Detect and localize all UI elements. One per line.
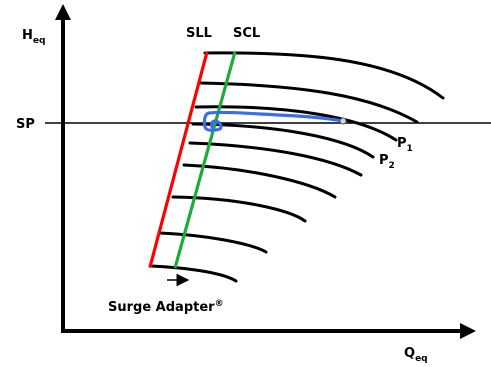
sll-label: SLL <box>186 26 212 41</box>
performance-curve <box>188 141 363 177</box>
surge-limit-line <box>148 51 209 268</box>
x-axis-arrow <box>460 323 476 339</box>
y-axis-label-subscript: eq <box>33 36 46 46</box>
scl-label: SCL <box>233 26 260 41</box>
performance-curve <box>182 163 337 199</box>
setpoint-label: SP <box>16 117 35 132</box>
y-axis-arrow <box>55 4 71 20</box>
performance-curves <box>148 51 445 283</box>
performance-curve <box>158 231 268 254</box>
p1-label: P1 <box>397 136 413 154</box>
p1-subscript: 1 <box>407 144 413 154</box>
p2-subscript: 2 <box>389 161 395 171</box>
registered-mark: ® <box>215 299 224 309</box>
performance-curve <box>148 264 238 283</box>
performance-curve <box>199 81 419 124</box>
performance-curve <box>194 105 398 142</box>
operating-point-marker <box>339 117 347 125</box>
surge-control-line <box>173 51 237 269</box>
performance-curve <box>203 51 445 100</box>
performance-curve <box>191 122 375 159</box>
operating-trajectory <box>202 110 345 132</box>
x-axis-label: Qeq <box>404 346 428 364</box>
p2-label: P2 <box>379 153 395 171</box>
y-axis-label: Heq <box>22 28 45 46</box>
x-axis-label-subscript: eq <box>415 354 428 364</box>
surge-adapter-label: Surge Adapter® <box>108 299 224 315</box>
